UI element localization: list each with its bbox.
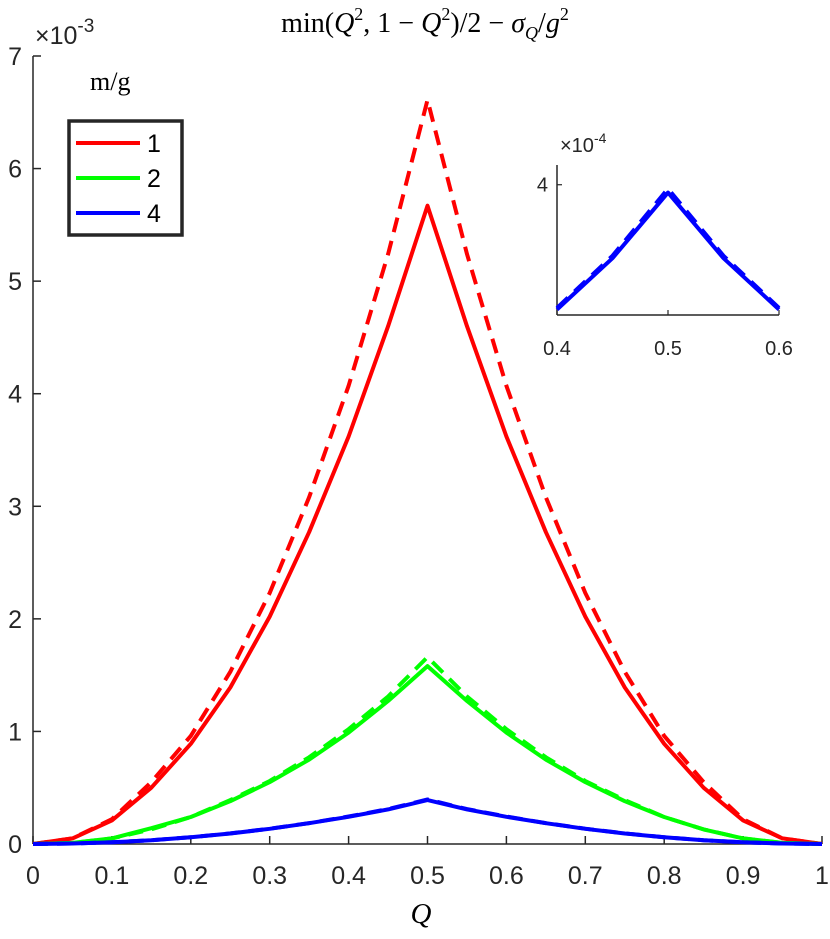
x-tick-label: 0.7 xyxy=(568,862,603,890)
inset-y-tick-label: 4 xyxy=(537,175,548,197)
y-tick-label: 3 xyxy=(8,493,22,521)
chart-title: min(Q2, 1 − Q2)/2 − σQ/g2 xyxy=(281,4,569,43)
y-exponent-power: -3 xyxy=(77,16,94,37)
series-line-2-solid xyxy=(32,664,823,846)
inset-y-exponent-power: -4 xyxy=(594,130,607,146)
legend: m/g 1 2 4 xyxy=(67,67,184,237)
y-tick-label: 4 xyxy=(8,381,22,409)
series-line-1-dashed xyxy=(32,97,823,846)
legend-label-2: 2 xyxy=(147,165,161,193)
title-part: 2 xyxy=(560,4,569,24)
main-series xyxy=(32,97,823,846)
x-axis-label: Q xyxy=(411,898,432,930)
y-tick-label: 5 xyxy=(8,268,22,296)
title-part: Q xyxy=(334,8,354,39)
y-tick-label: 0 xyxy=(8,831,22,859)
inset-x-tick-label: 0.4 xyxy=(543,338,571,360)
inset-x-tick-label: 0.6 xyxy=(765,338,793,360)
title-part: 2 xyxy=(441,4,450,24)
title-part: Q xyxy=(421,8,441,39)
main-axes: 0 0.1 0.2 0.3 0.4 0.5 0.6 0.7 0.8 0.9 1 0 1 2 3 4 5 6 7 xyxy=(8,43,829,890)
x-tick-label: 0.2 xyxy=(173,862,208,890)
title-part: / xyxy=(538,8,546,39)
inset-chart: 0.4 0.5 0.6 4 ×10-4 xyxy=(537,130,793,360)
inset-y-exponent-base: ×10 xyxy=(560,135,594,157)
y-tick-label: 1 xyxy=(8,718,22,746)
inset-x-ticks: 0.4 0.5 0.6 xyxy=(543,310,793,360)
inset-series-line-4-solid xyxy=(555,190,781,311)
x-tick-label: 0.8 xyxy=(647,862,682,890)
inset-y-exponent-label: ×10-4 xyxy=(560,130,607,157)
series-line-1-solid xyxy=(32,203,823,846)
y-exponent-label: ×10-3 xyxy=(35,16,94,50)
x-tick-label: 0.4 xyxy=(331,862,366,890)
x-tick-label: 0.1 xyxy=(95,862,130,890)
inset-series-line-4-dashed xyxy=(555,186,781,310)
legend-title: m/g xyxy=(90,67,130,96)
y-tick-label: 6 xyxy=(8,156,22,184)
title-part: g xyxy=(546,8,560,39)
legend-items: 1 2 4 xyxy=(76,130,161,228)
series-line-2-dashed xyxy=(32,655,823,846)
inset-x-tick-label: 0.5 xyxy=(654,338,682,360)
title-part: )/2 − xyxy=(450,8,511,39)
y-exponent-base: ×10 xyxy=(35,22,77,50)
x-ticks: 0 0.1 0.2 0.3 0.4 0.5 0.6 0.7 0.8 0.9 1 xyxy=(26,836,829,890)
x-tick-label: 0.9 xyxy=(726,862,761,890)
title-part: σ xyxy=(511,8,526,39)
y-tick-label: 2 xyxy=(8,606,22,634)
legend-label-1: 1 xyxy=(147,130,161,158)
title-part: min( xyxy=(281,8,334,39)
inset-y-ticks: 4 xyxy=(537,175,562,197)
x-tick-label: 0.3 xyxy=(252,862,287,890)
x-tick-label: 1 xyxy=(815,862,829,890)
inset-series xyxy=(555,186,781,311)
x-tick-label: 0.6 xyxy=(489,862,524,890)
series-line-4-dashed xyxy=(32,797,823,846)
y-ticks: 0 1 2 3 4 5 6 7 xyxy=(8,43,41,859)
x-tick-label: 0.5 xyxy=(410,862,445,890)
x-tick-label: 0 xyxy=(26,862,40,890)
legend-label-4: 4 xyxy=(147,200,161,228)
title-part: , 1 − xyxy=(363,8,421,39)
title-part: 2 xyxy=(354,4,363,24)
y-tick-label: 7 xyxy=(8,43,22,71)
title-part: Q xyxy=(525,23,538,43)
